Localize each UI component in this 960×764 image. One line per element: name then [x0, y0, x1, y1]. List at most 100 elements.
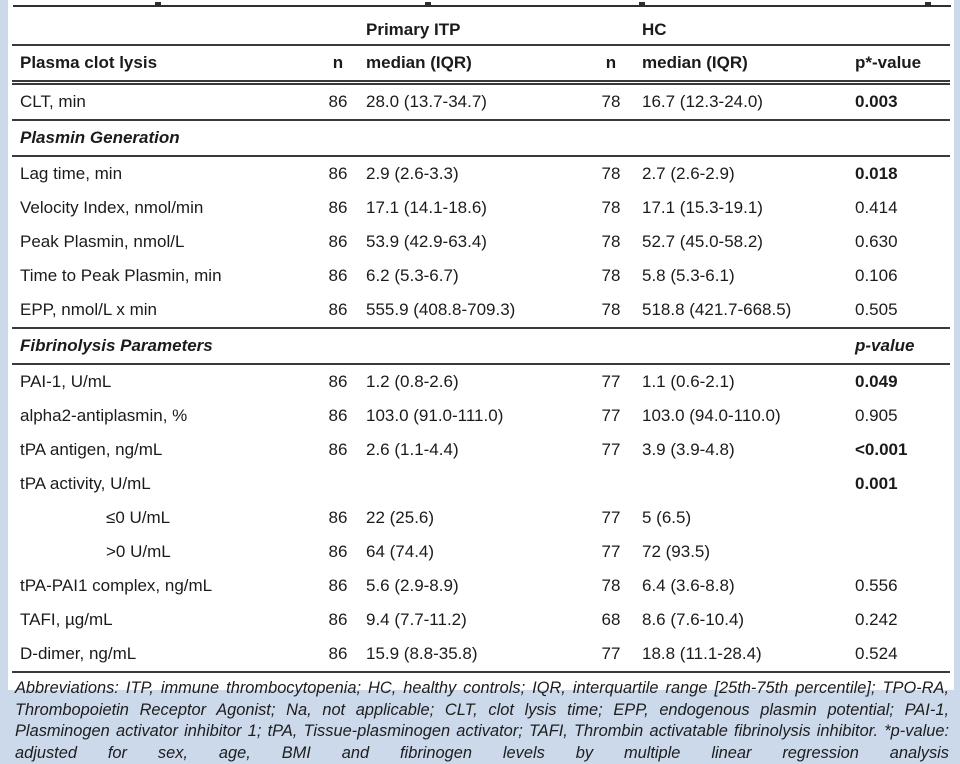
cell-median-itp: 53.9 (42.9-63.4): [366, 232, 487, 251]
cell-median-hc: 518.8 (421.7-668.5): [640, 293, 853, 329]
cell-median-itp: 103.0 (91.0-111.0): [366, 406, 504, 425]
cell-parameter: CLT, min: [12, 82, 312, 121]
text-descender-mark: [639, 2, 645, 5]
section-row: Plasmin Generation: [12, 120, 950, 157]
cell-n-itp: 86: [328, 576, 348, 595]
cell-median-hc: 8.6 (7.6-10.4): [642, 610, 745, 629]
cell-parameter: TAFI, µg/mL: [20, 610, 113, 629]
cell-p-value: 0.018: [855, 164, 898, 183]
cell-p-value: 0.242: [855, 610, 898, 629]
cell-n-hc: 77: [601, 508, 621, 527]
column-header-median-itp: median (IQR): [364, 45, 582, 85]
cell-median-itp: 5.6 (2.9-8.9): [366, 576, 459, 595]
cell-n-hc: 77: [582, 637, 640, 673]
cell-n-itp: 86: [328, 508, 348, 527]
table-row: Lag time, min 86 2.9 (2.6-3.3) 78 2.7 (2.6-2…: [12, 156, 950, 191]
cell-p-value: 0.106: [855, 266, 898, 285]
cell-median-hc: 2.7 (2.6-2.9): [642, 164, 735, 183]
cell-p-value: 0.556: [855, 576, 898, 595]
table-row: >0 U/mL 86 64 (74.4) 77 72 (93.5): [12, 535, 950, 569]
cell-median-itp: 2.6 (1.1-4.4): [366, 440, 459, 459]
cell-n-hc: 78: [601, 232, 621, 251]
cell-n-hc: 77: [601, 406, 621, 425]
cell-parameter: D-dimer, ng/mL: [12, 637, 312, 673]
cell-p-value: 0.505: [853, 293, 950, 329]
text-descender-mark: [425, 2, 431, 5]
cell-median-hc: [640, 467, 853, 501]
table-row: Time to Peak Plasmin, min 86 6.2 (5.3-6.7)…: [12, 259, 950, 293]
cell-median-itp: 28.0 (13.7-34.7): [364, 82, 582, 121]
cell-parameter: >0 U/mL: [106, 542, 171, 561]
cell-median-hc: 18.8 (11.1-28.4): [640, 637, 853, 673]
group-header-spacer: [312, 7, 364, 46]
cell-median-itp: 2.9 (2.6-3.3): [366, 164, 459, 183]
cell-median-hc: 16.7 (12.3-24.0): [640, 82, 853, 121]
cell-p-value: 0.630: [855, 232, 898, 251]
cell-parameter: tPA antigen, ng/mL: [20, 440, 163, 459]
cell-median-hc: 5.8 (5.3-6.1): [642, 266, 735, 285]
cell-parameter: PAI-1, U/mL: [20, 372, 112, 391]
cell-median-itp: [364, 467, 582, 501]
column-header-parameter: Plasma clot lysis: [12, 45, 312, 85]
column-header-row: Plasma clot lysis n median (IQR) n media…: [12, 45, 950, 85]
cell-p-value: 0.049: [855, 372, 898, 391]
table-row: Peak Plasmin, nmol/L 86 53.9 (42.9-63.4) 78…: [12, 225, 950, 259]
cell-n-itp: 86: [328, 164, 348, 183]
cropped-caption-fragment: [13, 0, 951, 7]
group-header-spacer: [582, 7, 640, 46]
cell-n-itp: [312, 467, 364, 501]
group-header-spacer: [12, 7, 312, 46]
cell-n-itp: 86: [328, 372, 348, 391]
table-row: D-dimer, ng/mL 86 15.9 (8.8-35.8) 77 18.8 (1…: [12, 637, 950, 673]
table-row: ≤0 U/mL 86 22 (25.6) 77 5 (6.5): [12, 501, 950, 535]
cell-median-hc: 3.9 (3.9-4.8): [642, 440, 735, 459]
cell-n-itp: 86: [328, 542, 348, 561]
text-descender-mark: [925, 2, 931, 5]
column-header-n-itp: n: [312, 45, 364, 85]
column-header-p-value: p*-value: [853, 45, 950, 85]
cell-n-hc: [582, 467, 640, 501]
cell-n-hc: 77: [601, 440, 621, 459]
cell-parameter: Velocity Index, nmol/min: [20, 198, 204, 217]
results-table: Primary ITP HC Plasma clot lysis n media…: [12, 7, 950, 673]
cell-p-value: 0.524: [853, 637, 950, 673]
table-row: EPP, nmol/L x min 86 555.9 (408.8-709.3) 78…: [12, 293, 950, 329]
cell-median-itp: 555.9 (408.8-709.3): [364, 293, 582, 329]
cell-median-hc: 5 (6.5): [642, 508, 692, 527]
table-row: TAFI, µg/mL 86 9.4 (7.7-11.2) 68 8.6 (7.6-10…: [12, 603, 950, 637]
table-row: PAI-1, U/mL 86 1.2 (0.8-2.6) 77 1.1 (0.6-2.1…: [12, 364, 950, 399]
cell-median-itp: 9.4 (7.7-11.2): [366, 610, 467, 629]
cell-n-hc: 78: [582, 293, 640, 329]
cell-median-itp: 15.9 (8.8-35.8): [364, 637, 582, 673]
cell-n-itp: 86: [328, 610, 348, 629]
table-row: alpha2-antiplasmin, % 86 103.0 (91.0-111.0…: [12, 399, 950, 433]
results-table-body: CLT, min 86 28.0 (13.7-34.7) 78 16.7 (12.3-2…: [12, 82, 950, 673]
cell-n-itp: 86: [328, 198, 348, 217]
group-header-itp: Primary ITP: [364, 7, 582, 46]
paper-table-sheet: Primary ITP HC Plasma clot lysis n media…: [8, 0, 954, 762]
cell-median-hc: 52.7 (45.0-58.2): [642, 232, 763, 251]
cell-median-itp: 22 (25.6): [366, 508, 435, 527]
cell-n-itp: 86: [328, 266, 348, 285]
cell-p-value: 0.414: [855, 198, 898, 217]
cell-n-itp: 86: [328, 232, 348, 251]
cell-parameter: alpha2-antiplasmin, %: [20, 406, 188, 425]
cell-median-itp: 6.2 (5.3-6.7): [366, 266, 459, 285]
cell-n-hc: 68: [601, 610, 621, 629]
table-footnote: Abbreviations: ITP, immune thrombocytope…: [15, 679, 949, 762]
cell-n-itp: 86: [328, 406, 348, 425]
cell-p-value: <0.001: [855, 440, 908, 459]
section-title: Plasmin Generation: [12, 120, 853, 157]
cell-n-itp: 86: [312, 637, 364, 673]
cell-n-hc: 78: [601, 266, 621, 285]
cell-n-itp: 86: [328, 440, 348, 459]
cell-p-value: [853, 535, 950, 569]
section-title: Fibrinolysis Parameters: [12, 328, 853, 365]
cell-median-hc: 1.1 (0.6-2.1): [642, 372, 735, 391]
group-header-hc: HC: [640, 7, 853, 46]
cell-p-value: [853, 501, 950, 535]
cell-median-itp: 17.1 (14.1-18.6): [366, 198, 487, 217]
cell-median-hc: 72 (93.5): [642, 542, 711, 561]
cell-median-itp: 64 (74.4): [366, 542, 435, 561]
cell-n-hc: 78: [601, 198, 621, 217]
